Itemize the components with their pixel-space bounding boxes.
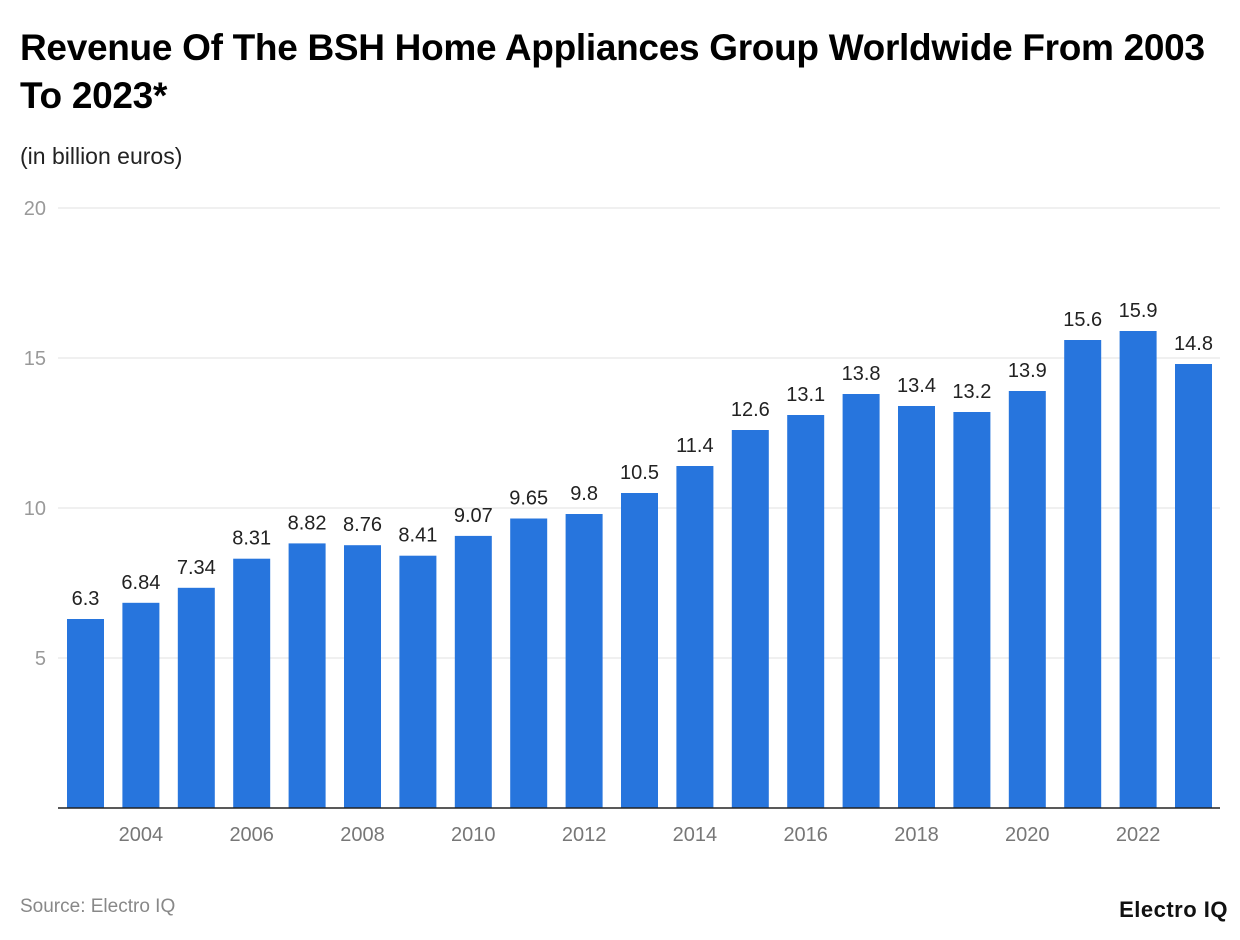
bar-2016 xyxy=(787,415,825,808)
bar-2022 xyxy=(1119,331,1157,808)
bar-2018 xyxy=(898,406,935,808)
x-tick-label: 2012 xyxy=(562,824,607,846)
data-label: 6.84 xyxy=(121,572,160,594)
bar-2003 xyxy=(67,619,104,808)
x-tick-label: 2020 xyxy=(1005,824,1050,846)
bar-2007 xyxy=(288,543,326,808)
bar-2013 xyxy=(621,493,658,808)
data-label: 8.41 xyxy=(398,525,437,547)
bar-2020 xyxy=(1008,391,1046,808)
bar-2021 xyxy=(1064,340,1102,808)
bar-2009 xyxy=(399,555,437,808)
data-label: 11.4 xyxy=(676,435,713,457)
data-label: 8.31 xyxy=(232,528,271,550)
bar-2011 xyxy=(510,518,548,808)
electro-iq-logo: Electro IQ xyxy=(1119,897,1228,922)
data-label: 10.5 xyxy=(620,462,659,484)
bar-2006 xyxy=(233,558,271,808)
x-tick-label: 2006 xyxy=(229,824,274,846)
chart-subtitle: (in billion euros) xyxy=(20,143,183,169)
data-label: 13.8 xyxy=(842,363,881,385)
data-label: 13.1 xyxy=(786,384,825,406)
x-tick-label: 2010 xyxy=(451,824,496,846)
x-tick-label: 2004 xyxy=(119,824,164,846)
x-tick-label: 2014 xyxy=(673,824,718,846)
bar-2008 xyxy=(344,545,381,808)
chart-title: Revenue Of The BSH Home Appliances Group… xyxy=(20,27,1205,116)
bar-2017 xyxy=(842,394,880,808)
data-label: 13.9 xyxy=(1008,360,1047,382)
bar-2023 xyxy=(1175,364,1212,808)
data-label: 9.8 xyxy=(570,483,598,505)
bar-2012 xyxy=(565,514,603,808)
data-label: 9.07 xyxy=(454,505,493,527)
x-tick-label: 2022 xyxy=(1116,824,1161,846)
bar-2015 xyxy=(731,430,769,808)
y-tick-label: 5 xyxy=(35,648,46,670)
x-tick-label: 2008 xyxy=(340,824,385,846)
y-tick-label: 15 xyxy=(24,348,46,370)
bar-2010 xyxy=(454,535,492,808)
y-tick-label: 10 xyxy=(24,498,46,520)
data-label: 8.76 xyxy=(343,514,382,536)
data-label: 7.34 xyxy=(177,557,216,579)
data-label: 13.4 xyxy=(897,375,936,397)
data-label: 6.3 xyxy=(72,588,100,610)
x-tick-label: 2016 xyxy=(783,824,828,846)
source-text: Source: Electro IQ xyxy=(20,896,176,917)
x-tick-label: 2018 xyxy=(894,824,939,846)
bar-2014 xyxy=(676,466,714,808)
bar-2005 xyxy=(177,587,215,808)
bar-2019 xyxy=(953,412,991,808)
data-label: 12.6 xyxy=(731,399,770,421)
data-label: 9.65 xyxy=(509,488,548,510)
data-label: 14.8 xyxy=(1174,333,1213,355)
y-tick-label: 20 xyxy=(24,198,46,220)
data-label: 8.82 xyxy=(288,512,327,534)
data-label: 13.2 xyxy=(952,381,991,403)
data-label: 15.9 xyxy=(1119,300,1158,322)
bar-2004 xyxy=(122,602,160,808)
data-label: 15.6 xyxy=(1063,309,1102,331)
